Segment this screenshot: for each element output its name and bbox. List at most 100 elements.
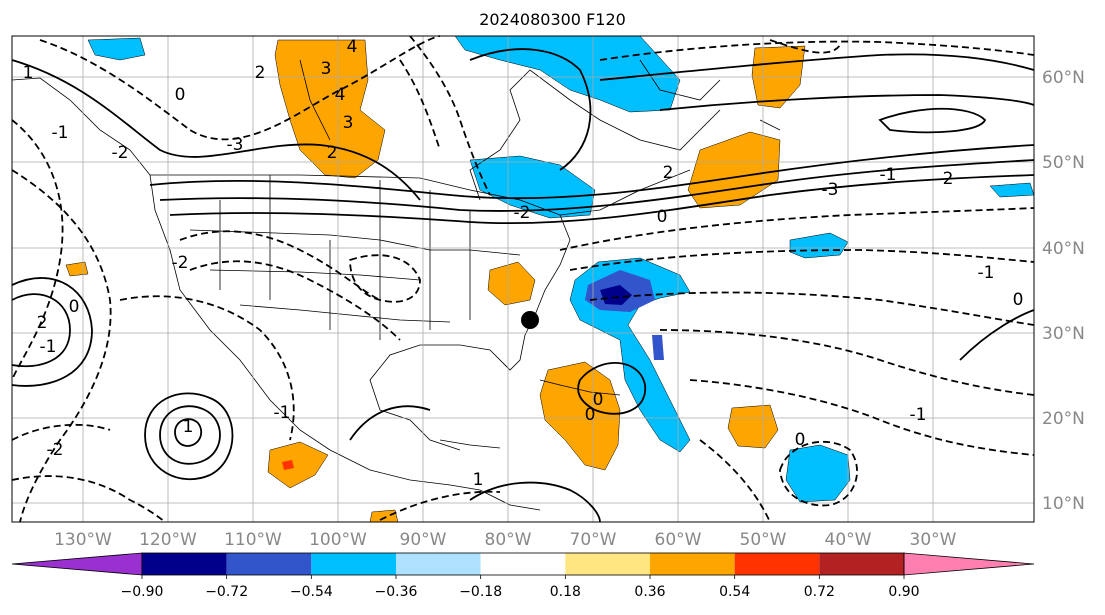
neg-anomaly-tropical <box>785 444 851 503</box>
contour-label: -2 <box>47 440 64 460</box>
latitude-label: 40°N <box>1042 239 1085 259</box>
contour-label: -1 <box>40 337 57 357</box>
contour-solid <box>11 277 93 387</box>
contour-label: 0 <box>593 390 604 410</box>
colorbar-tick-label: 0.54 <box>719 584 750 600</box>
latitude-label: 10°N <box>1042 494 1085 514</box>
contour-dashed <box>559 207 1035 251</box>
colorbar-tick-label: −0.18 <box>459 584 502 600</box>
contour-dashed <box>769 39 841 54</box>
pos-anomaly-mexico-pac <box>267 441 329 489</box>
colorbar-swatch <box>650 553 735 575</box>
pos-anomaly-central-atl <box>727 404 779 449</box>
colorbar-tick-label: −0.72 <box>205 584 248 600</box>
neg-anomaly-alaska-coast <box>87 37 146 61</box>
contour-label: -3 <box>227 135 244 155</box>
contour-label: -1 <box>274 403 291 423</box>
contour-label: 0 <box>175 85 186 105</box>
colorbar-swatch <box>226 553 312 575</box>
contour-label: 3 <box>343 113 354 133</box>
latitude-labels: 60°N 50°N 40°N 30°N 20°N 10°N <box>1042 68 1085 514</box>
contour-dashed <box>409 35 491 196</box>
station-marker <box>521 311 539 329</box>
contour-dashed <box>189 260 401 341</box>
graticule <box>12 36 1034 522</box>
neg-anomaly-hudson <box>454 35 681 113</box>
contour-label: 1 <box>183 417 194 437</box>
contour-solid <box>469 48 592 171</box>
colorbar-swatch <box>142 553 227 575</box>
pos-anomaly-mexico-core <box>282 460 294 470</box>
contour-solid <box>159 405 221 465</box>
longitude-label: 80°W <box>485 530 532 550</box>
contour-dashed <box>379 490 501 521</box>
pos-anomaly-carolinas <box>487 261 536 306</box>
contour-solid <box>169 174 1035 225</box>
contour-solid <box>959 309 1035 361</box>
contours <box>11 35 1035 523</box>
contour-solid <box>11 293 71 368</box>
contour-label: 4 <box>335 85 346 105</box>
longitude-label: 60°W <box>655 530 702 550</box>
longitude-label: 30°W <box>910 530 957 550</box>
contour-label: 1 <box>23 63 34 83</box>
colorbar-tick-label: 0.72 <box>804 584 835 600</box>
latitude-label: 60°N <box>1042 68 1085 88</box>
colorbar-tick-label: −0.54 <box>290 584 333 600</box>
longitude-label: 100°W <box>309 530 367 550</box>
plot-title: 2024080300 F120 <box>479 10 626 29</box>
contour-solid <box>469 481 601 523</box>
contour-label: -1 <box>52 123 69 143</box>
colorbar-tick-label: 0.90 <box>888 584 919 600</box>
contour-solid <box>144 392 234 481</box>
colorbar-swatch <box>819 553 904 575</box>
contour-solid <box>174 418 202 447</box>
contour-label: 2 <box>37 313 48 333</box>
colorbar-tick-label: 0.36 <box>634 584 665 600</box>
pos-anomaly-rockies <box>274 39 386 179</box>
contour-dashed <box>699 439 771 523</box>
contour-label: 0 <box>69 297 80 317</box>
longitude-label: 70°W <box>570 530 617 550</box>
colorbar-tick-label: −0.36 <box>375 584 418 600</box>
latitude-label: 20°N <box>1042 409 1085 429</box>
neg-anomaly-core3 <box>652 335 664 360</box>
contour-dashed <box>119 295 295 441</box>
colorbar-swatch <box>480 553 566 575</box>
contour-solid <box>159 159 1035 212</box>
contour-dashed <box>589 291 1035 326</box>
contour-solid <box>349 405 431 441</box>
contour-label: 2 <box>255 63 266 83</box>
contour-dashed <box>689 379 1035 456</box>
contour-dashed <box>569 249 1035 271</box>
longitude-label: 90°W <box>400 530 447 550</box>
contour-dashed <box>11 475 166 523</box>
contour-dashed <box>349 254 421 303</box>
neg-anomaly-central-atl <box>789 232 849 259</box>
contour-label: 4 <box>347 37 358 57</box>
longitude-label: 50°W <box>740 530 787 550</box>
colorbar: −0.90 −0.72 −0.54 −0.36 −0.18 0.18 0.36 0.54 0.7… <box>11 552 1035 600</box>
contour-label: -2 <box>172 253 189 273</box>
colorbar-tick-label: −0.90 <box>121 584 164 600</box>
longitude-label: 40°W <box>825 530 872 550</box>
colorbar-swatch <box>311 553 396 575</box>
colorbar-swatch <box>565 553 650 575</box>
longitude-label: 110°W <box>224 530 282 550</box>
pos-anomaly-caribbean <box>539 361 621 471</box>
contour-label: -2 <box>514 203 531 223</box>
contour-label: -3 <box>822 180 839 200</box>
contour-dashed <box>11 169 112 523</box>
colorbar-swatch <box>734 553 820 575</box>
latitude-label: 30°N <box>1042 324 1085 344</box>
map-frame <box>11 35 1035 523</box>
longitude-labels: 130°W 120°W 110°W 100°W 90°W 80°W 70°W 60°W 50°W… <box>54 530 957 550</box>
contour-dashed <box>399 59 441 151</box>
contour-label: -2 <box>112 143 129 163</box>
contour-label: 0 <box>795 430 806 450</box>
contour-solid <box>878 107 987 134</box>
longitude-label: 130°W <box>54 530 112 550</box>
contour-label: -1 <box>978 263 995 283</box>
contour-solid <box>599 53 1035 81</box>
contour-dashed <box>659 329 1035 396</box>
